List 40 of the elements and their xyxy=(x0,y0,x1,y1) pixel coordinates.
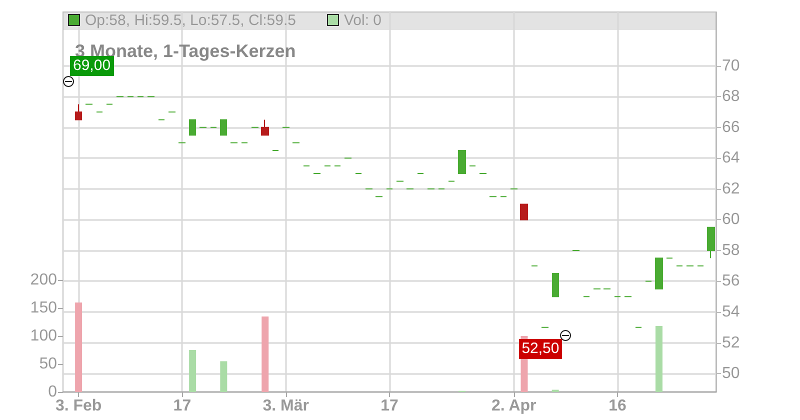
bar xyxy=(75,302,82,392)
y-tick-label: 58 xyxy=(722,242,740,259)
y-tick-label: 60 xyxy=(722,211,740,228)
annotation: Op:58, Hi:59.5, Lo:57.5, Cl:59.5 xyxy=(84,12,296,30)
x-tick-label: 16 xyxy=(608,398,627,414)
y-tick-label: 70 xyxy=(722,57,740,74)
y-tick-label: 54 xyxy=(722,304,740,320)
y-tick-label: 56 xyxy=(722,272,740,290)
candlestick xyxy=(552,273,559,298)
y-tick-label: 50 xyxy=(722,365,740,382)
y-tick-label: 66 xyxy=(722,118,740,136)
x-tick-label: 3. Mär xyxy=(262,398,309,414)
annotation: 69,00 xyxy=(70,56,114,76)
annotation: Vol: 0 xyxy=(343,12,382,30)
y-tick-label: 68 xyxy=(722,88,740,106)
bar xyxy=(220,361,228,392)
candlestick xyxy=(189,119,196,136)
candlestick xyxy=(261,119,269,136)
y-tick-label: 62 xyxy=(722,180,740,198)
y2-tick-label: 0 xyxy=(48,384,58,400)
x-tick-label: 17 xyxy=(380,398,398,414)
y-tick-label: 52 xyxy=(722,334,740,352)
x-tick-label: 17 xyxy=(173,398,192,414)
x-tick-label: 3. Feb xyxy=(55,398,102,414)
x-tick-label: 2. Apr xyxy=(492,398,536,414)
y2-tick-label: 50 xyxy=(39,356,58,373)
bar xyxy=(189,350,196,392)
y-tick-label: 64 xyxy=(722,150,740,167)
candlestick xyxy=(458,150,466,174)
candlestick xyxy=(220,119,227,136)
bar xyxy=(655,326,662,392)
y2-tick-label: 150 xyxy=(30,300,58,317)
candlestick xyxy=(707,226,715,259)
bar xyxy=(262,316,269,392)
candlestick xyxy=(520,204,528,220)
y2-tick-label: 200 xyxy=(30,272,58,289)
y2-tick-label: 100 xyxy=(30,328,58,345)
candlestick xyxy=(75,104,82,120)
candlestick xyxy=(655,258,663,290)
annotation: 52,50 xyxy=(518,339,562,360)
